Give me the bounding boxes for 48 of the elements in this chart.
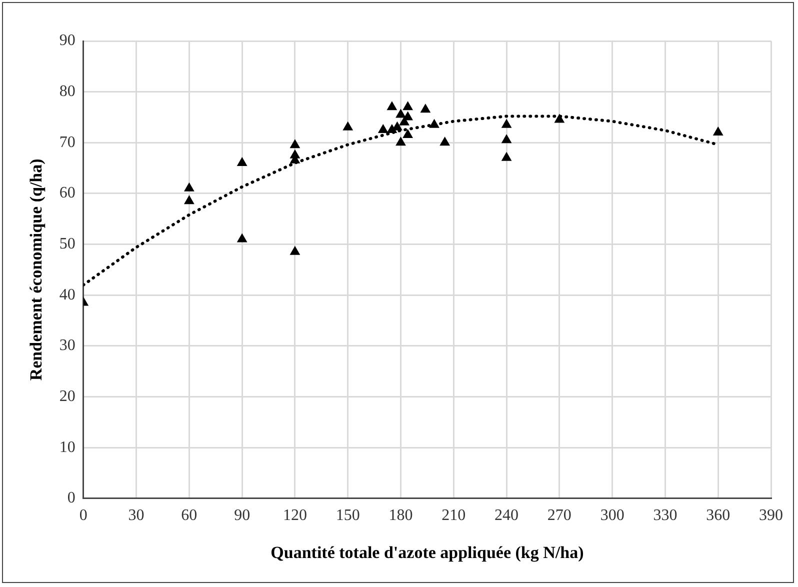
y-tick-label: 10 (59, 438, 76, 456)
y-tick-label: 70 (59, 134, 76, 151)
x-tick-label: 180 (388, 507, 413, 524)
x-tick-label: 330 (653, 507, 678, 524)
x-tick-label: 300 (600, 507, 624, 524)
y-tick-label: 30 (59, 337, 76, 354)
x-tick-label: 60 (181, 507, 198, 524)
x-tick-label: 30 (128, 507, 144, 524)
x-tick-label: 120 (282, 507, 307, 524)
point (402, 101, 414, 110)
point (392, 121, 402, 130)
point (386, 101, 398, 110)
x-tick-label: 360 (706, 507, 730, 524)
x-tick-label: 270 (547, 507, 572, 524)
x-tick-label: 150 (336, 507, 360, 524)
point (290, 139, 300, 148)
point (420, 104, 431, 113)
x-tick-label: 90 (234, 507, 250, 524)
y-tick-label: 80 (59, 83, 76, 100)
x-tick-label: 0 (79, 507, 88, 524)
y-tick-label: 20 (59, 388, 76, 405)
point (501, 134, 512, 144)
y-tick-label: 50 (59, 235, 76, 252)
y-tick-label: 60 (59, 184, 76, 202)
point (236, 233, 248, 242)
point (184, 195, 194, 204)
point (378, 124, 388, 133)
point (402, 129, 414, 138)
x-tick-label: 390 (759, 507, 783, 524)
y-tick-label: 40 (59, 286, 76, 304)
x-tick-label: 210 (442, 507, 466, 524)
point (440, 136, 450, 146)
point (501, 152, 512, 161)
point (236, 156, 248, 166)
point (342, 121, 354, 130)
y-tick-label: 90 (59, 32, 76, 50)
x-tick-label: 240 (494, 507, 519, 524)
point (501, 118, 512, 128)
point (429, 118, 440, 128)
point (554, 114, 565, 123)
point (396, 108, 406, 118)
point (184, 182, 194, 192)
x-axis-title: Quantité totale d'azote appliquée (kg N/ha) (270, 543, 584, 562)
y-axis-title: Rendement économique (q/ha) (26, 158, 46, 381)
point (290, 246, 300, 255)
point (396, 136, 406, 146)
y-tick-label: 0 (67, 490, 76, 507)
point (712, 126, 724, 136)
